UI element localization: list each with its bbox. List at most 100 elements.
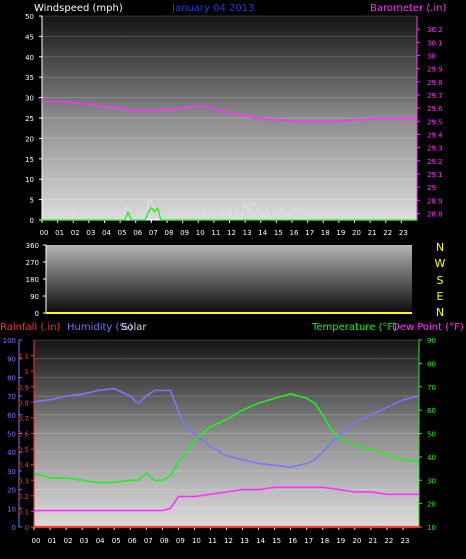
wind-direction-chart: 0 90 180 270 360 N W S E N bbox=[26, 241, 446, 319]
temperature-tick-label: 70 bbox=[427, 384, 436, 392]
compass-label-w: W bbox=[435, 257, 446, 270]
hour-tick-label: 12 bbox=[224, 537, 233, 545]
temperature-title: Temperature (°F) bbox=[311, 322, 397, 333]
compass-label-n-top: N bbox=[436, 241, 444, 254]
wind-series bbox=[42, 100, 417, 221]
wind-speed-line bbox=[42, 207, 417, 221]
rainfall-tick-label: 0.2 bbox=[18, 493, 29, 501]
hour-tick-label: 06 bbox=[128, 537, 137, 545]
windspeed-axis: 0 5 10 15 20 25 30 35 40 45 50 bbox=[25, 13, 43, 225]
hour-tick-label: 01 bbox=[48, 537, 57, 545]
hour-tick-label: 07 bbox=[144, 537, 153, 545]
barometer-tick-label: 29.9 bbox=[427, 66, 443, 74]
hour-tick-label: 13 bbox=[240, 537, 249, 545]
windspeed-title: Windspeed (mph) bbox=[34, 3, 123, 14]
compass-labels: N W S E N bbox=[435, 241, 446, 319]
hour-tick-label: 19 bbox=[336, 229, 345, 237]
humidity-tick-label: 10 bbox=[7, 505, 16, 513]
barometer-tick-label: 29.2 bbox=[427, 158, 443, 166]
direction-tick-label: 0 bbox=[35, 310, 39, 318]
compass-label-n-bottom: N bbox=[436, 306, 444, 319]
rainfall-tick-label: 1.1 bbox=[18, 353, 29, 361]
temp-series bbox=[33, 387, 420, 529]
hour-axis-bottom: 00 01 02 03 04 05 06 07 08 09 10 11 12 13 14 15 16 17 18 19… bbox=[32, 526, 419, 545]
hour-tick-label: 19 bbox=[336, 537, 345, 545]
windspeed-tick-label: 50 bbox=[25, 13, 34, 21]
hour-tick-label: 15 bbox=[272, 537, 281, 545]
hour-tick-label: 21 bbox=[368, 229, 377, 237]
humidity-tick-label: 20 bbox=[7, 487, 16, 495]
hour-tick-label: 10 bbox=[192, 537, 201, 545]
windspeed-tick-label: 30 bbox=[25, 95, 34, 103]
humidity-axis: 0 10 20 30 40 50 60 70 80 90 100 bbox=[3, 337, 22, 532]
barometer-tick-label: 30.1 bbox=[427, 39, 443, 47]
hour-tick-label: 23 bbox=[399, 229, 408, 237]
barometer-tick-label: 28.9 bbox=[427, 197, 443, 205]
temperature-axis: 10 20 30 40 50 60 70 80 90 bbox=[418, 337, 436, 532]
rainfall-tick-label: 0.4 bbox=[18, 462, 30, 470]
rainfall-tick-label: 0.7 bbox=[18, 415, 29, 423]
hour-tick-label: 11 bbox=[211, 229, 220, 237]
hour-tick-label: 10 bbox=[196, 229, 205, 237]
barometer-tick-label: 29 bbox=[427, 184, 436, 192]
humidity-tick-label: 90 bbox=[7, 356, 16, 364]
hour-tick-label: 06 bbox=[133, 229, 142, 237]
direction-tick-label: 180 bbox=[26, 276, 39, 284]
barometer-tick-label: 29.3 bbox=[427, 145, 443, 153]
hour-tick-label: 04 bbox=[102, 229, 111, 237]
temperature-tick-label: 60 bbox=[427, 407, 436, 415]
barometer-title: Barometer (.in) bbox=[370, 3, 446, 14]
hour-tick-label: 05 bbox=[118, 229, 127, 237]
temperature-tick-label: 30 bbox=[427, 477, 436, 485]
temperature-tick-label: 20 bbox=[427, 501, 436, 509]
solar-title: Solar bbox=[121, 322, 147, 333]
windspeed-tick-label: 5 bbox=[30, 197, 34, 205]
humidity-tick-label: 80 bbox=[7, 374, 16, 382]
barometer-tick-label: 30 bbox=[427, 52, 436, 60]
windspeed-tick-label: 10 bbox=[25, 176, 34, 184]
humidity-tick-label: 60 bbox=[7, 412, 16, 420]
compass-label-s: S bbox=[437, 274, 444, 287]
hour-tick-label: 05 bbox=[112, 537, 121, 545]
rainfall-tick-label: 0.1 bbox=[18, 508, 29, 516]
hour-tick-label: 13 bbox=[243, 229, 252, 237]
rainfall-tick-label: 0.3 bbox=[18, 477, 29, 485]
barometer-in-line bbox=[42, 100, 417, 123]
humidity-tick-label: 50 bbox=[7, 431, 16, 439]
humidity-line bbox=[33, 387, 420, 469]
hour-tick-label: 09 bbox=[176, 537, 185, 545]
temperature-tick-label: 90 bbox=[427, 337, 436, 345]
windspeed-tick-label: 25 bbox=[25, 115, 34, 123]
hour-tick-label: 14 bbox=[258, 229, 267, 237]
hour-tick-label: 20 bbox=[352, 537, 361, 545]
hour-tick-label: 17 bbox=[304, 537, 313, 545]
hour-tick-label: 21 bbox=[368, 537, 377, 545]
direction-axis: 0 90 180 270 360 bbox=[26, 242, 412, 318]
temperature-f-line bbox=[33, 392, 420, 484]
direction-plot-area bbox=[46, 245, 412, 313]
hour-tick-label: 03 bbox=[80, 537, 89, 545]
rainfall-tick-label: 0 bbox=[25, 524, 29, 532]
hour-tick-label: 23 bbox=[400, 537, 409, 545]
barometer-tick-label: 29.7 bbox=[427, 92, 443, 100]
hour-tick-label: 01 bbox=[55, 229, 64, 237]
hour-tick-label: 12 bbox=[227, 229, 236, 237]
hour-tick-label: 00 bbox=[32, 537, 41, 545]
hour-tick-label: 18 bbox=[321, 229, 330, 237]
temperature-tick-label: 80 bbox=[427, 360, 436, 368]
hour-tick-label: 16 bbox=[288, 537, 297, 545]
dew-point-f-line bbox=[34, 486, 419, 512]
hour-tick-label: 11 bbox=[208, 537, 217, 545]
direction-tick-label: 90 bbox=[30, 293, 39, 301]
barometer-tick-label: 29.8 bbox=[427, 79, 443, 87]
rainfall-tick-label: 0.5 bbox=[18, 446, 29, 454]
hour-tick-label: 00 bbox=[40, 229, 49, 237]
date-title: January 04 2013 bbox=[171, 3, 254, 14]
hour-tick-label: 16 bbox=[290, 229, 299, 237]
rainfall-tick-label: 0.8 bbox=[18, 399, 29, 407]
barometer-tick-label: 29.5 bbox=[427, 118, 443, 126]
humidity-tick-label: 70 bbox=[7, 393, 16, 401]
